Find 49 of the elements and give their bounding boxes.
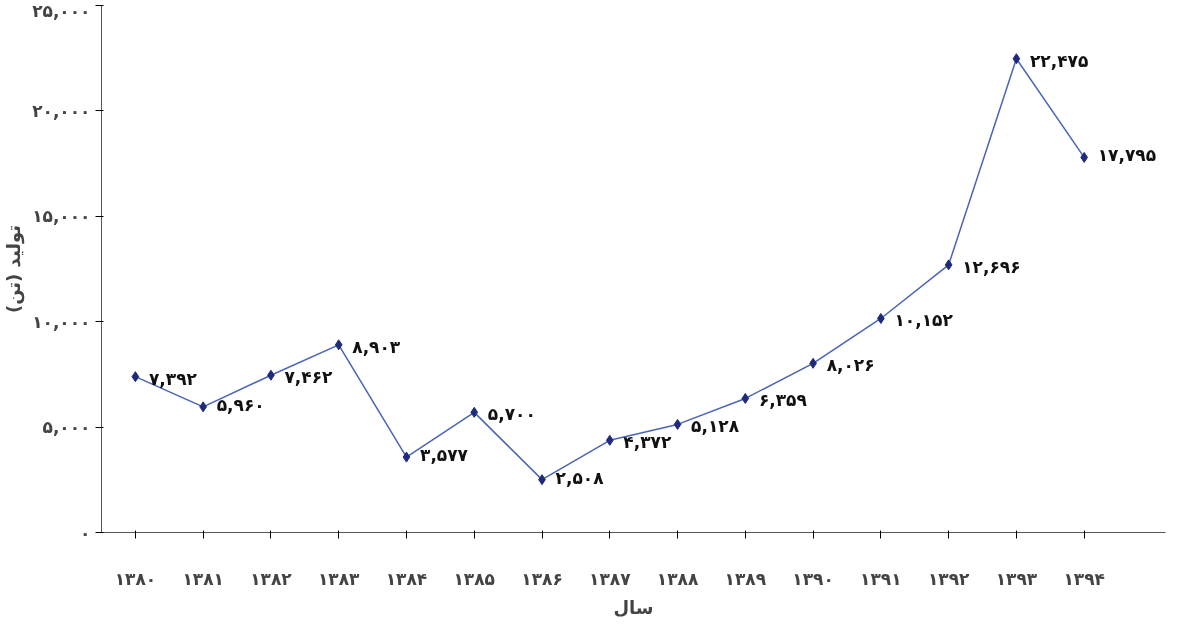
point	[877, 313, 885, 324]
y-tick-label: ۲۰,۰۰۰	[32, 100, 91, 121]
data-label: ۸,۰۲۶	[826, 355, 875, 376]
y-tick-label: ۱۰,۰۰۰	[32, 311, 91, 332]
data-label: ۱۰,۱۵۲	[894, 310, 954, 331]
data-label: ۷,۳۹۲	[148, 368, 198, 389]
y-tick-label: ۵,۰۰۰	[42, 417, 91, 438]
data-label: ۵,۹۶۰	[216, 394, 265, 415]
data-label: ۱۲,۶۹۶	[962, 256, 1021, 277]
x-tick-label: ۱۳۸۵	[453, 568, 495, 589]
point	[131, 371, 140, 383]
x-tick-label: ۱۳۹۲	[927, 568, 971, 589]
point	[470, 406, 479, 418]
point	[605, 434, 614, 446]
x-tick-label: ۱۳۸۹	[724, 568, 767, 589]
x-axis-title: سال	[613, 596, 654, 618]
y-tick-label: ۰	[80, 522, 91, 543]
point	[673, 418, 682, 430]
x-tick-label: ۱۳۹۱	[860, 568, 902, 589]
point	[1012, 53, 1021, 65]
y-tick-label: ۱۵,۰۰۰	[32, 206, 91, 227]
point	[944, 259, 953, 271]
data-label: ۷,۴۶۲	[284, 367, 334, 388]
x-tick-label: ۱۳۸۲	[250, 568, 293, 589]
data-label: ۴,۳۷۲	[623, 432, 672, 453]
x-tick-label: ۱۳۸۸	[656, 568, 699, 589]
y-axis-title: تولید (تن)	[3, 224, 26, 314]
x-tick-label: ۱۳۹۳	[995, 568, 1038, 589]
x-tick-label: ۱۳۹۰	[792, 568, 834, 589]
data-label: ۳,۵۷۷	[420, 445, 469, 466]
x-tick-label: ۱۳۸۷	[589, 568, 632, 589]
data-label: ۱۷,۷۹۵	[1097, 145, 1157, 166]
point	[741, 392, 750, 404]
y-tick-label: ۲۵,۰۰۰	[32, 0, 91, 21]
x-tick-label: ۱۳۸۱	[182, 568, 224, 589]
data-label: ۸,۹۰۳	[352, 336, 401, 357]
point	[402, 451, 411, 463]
x-tick-label: ۱۳۹۴	[1063, 568, 1105, 589]
data-label: ۶,۳۵۹	[758, 390, 808, 411]
data-label: ۲۲,۴۷۵	[1029, 50, 1089, 71]
data-label: ۵,۷۰۰	[487, 404, 536, 425]
x-tick-label: ۱۳۸۶	[521, 568, 563, 589]
x-tick-label: ۱۳۸۰	[114, 568, 157, 589]
point	[1080, 151, 1089, 163]
data-label: ۲,۵۰۸	[555, 467, 605, 488]
point	[334, 339, 343, 351]
x-tick-label: ۱۳۸۳	[317, 568, 361, 589]
data-label: ۵,۱۲۸	[691, 416, 740, 437]
x-tick-label: ۱۳۸۴	[385, 568, 428, 589]
